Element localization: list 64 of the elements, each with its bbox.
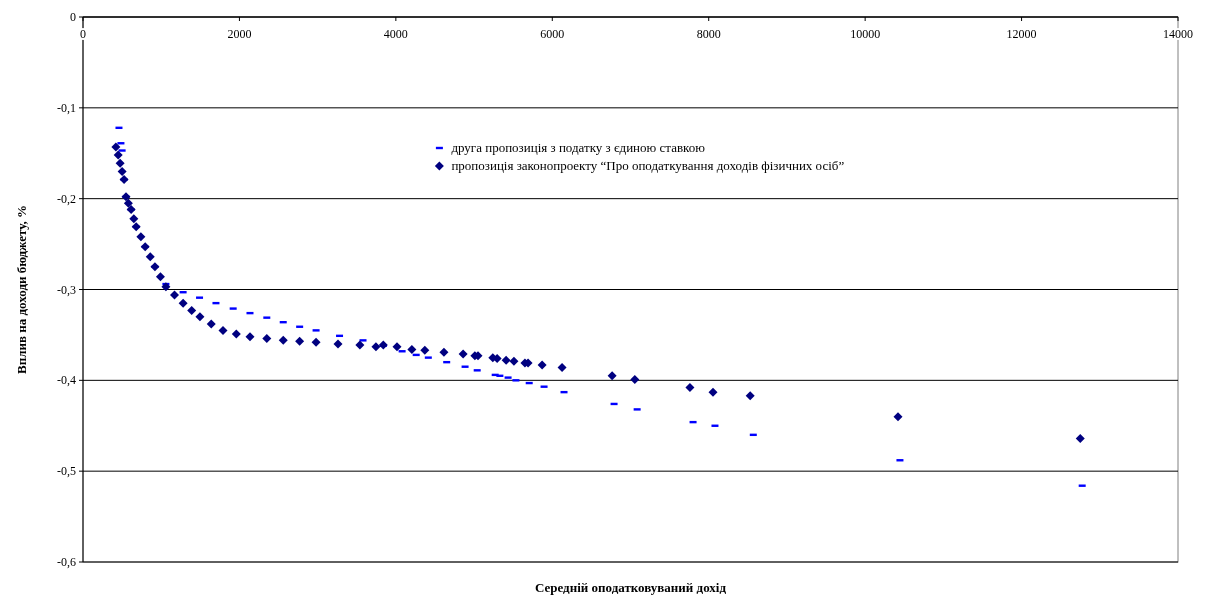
x-axis-title: Середній оподатковуваний дохід <box>534 580 727 595</box>
legend-label: пропозиція законопроекту “Про оподаткування доходів фізичних осіб” <box>451 158 845 173</box>
x-tick-label: 12000 <box>1006 27 1037 41</box>
point <box>195 312 205 322</box>
x-tick-label: 8000 <box>696 27 721 41</box>
point <box>333 339 343 349</box>
x-tick-label: 10000 <box>850 27 881 41</box>
point <box>218 325 228 335</box>
point <box>501 355 511 365</box>
x-tick-label: 6000 <box>540 27 565 41</box>
point <box>140 242 150 252</box>
legend-label: друга пропозиція з податку з єдиною ставкою <box>451 140 706 155</box>
point <box>378 340 388 350</box>
point <box>439 347 449 357</box>
point <box>155 272 165 282</box>
point <box>115 158 125 168</box>
point <box>685 383 695 393</box>
point <box>245 332 255 342</box>
point <box>311 337 321 347</box>
point <box>178 298 188 308</box>
x-tick-label: 4000 <box>383 27 408 41</box>
point <box>420 345 430 355</box>
point <box>126 205 136 215</box>
point <box>509 356 519 366</box>
x-tick-label: 2000 <box>227 27 252 41</box>
point <box>262 334 272 344</box>
point <box>537 360 547 370</box>
y-tick-label: -0,4 <box>57 373 76 388</box>
point <box>145 252 155 262</box>
point <box>231 329 241 339</box>
point <box>355 340 365 350</box>
point <box>129 214 139 224</box>
point <box>392 342 402 352</box>
point <box>1075 433 1085 443</box>
y-tick-label: -0,6 <box>57 555 76 569</box>
point <box>458 349 468 359</box>
point <box>150 262 160 272</box>
x-tick-label: 14000 <box>1163 27 1193 41</box>
point <box>119 175 129 185</box>
point <box>708 387 718 397</box>
point <box>136 232 146 242</box>
y-tick-label: -0,1 <box>57 100 76 115</box>
point <box>123 198 133 208</box>
point <box>187 305 197 315</box>
point <box>161 282 171 292</box>
y-tick-label: -0,5 <box>57 464 76 479</box>
y-axis-title: Вплив на доходи бюджету, % <box>14 205 29 374</box>
point <box>607 371 617 381</box>
point <box>206 319 216 329</box>
point <box>295 336 305 346</box>
point <box>893 412 903 422</box>
point <box>371 342 381 352</box>
point <box>630 374 640 384</box>
point <box>117 166 127 176</box>
point <box>407 344 417 354</box>
y-tick-label: -0,3 <box>57 282 76 297</box>
point <box>111 142 121 152</box>
y-tick-label: 0 <box>70 10 76 24</box>
point <box>745 391 755 401</box>
point <box>113 150 123 160</box>
point <box>278 335 288 345</box>
point <box>170 290 180 300</box>
point <box>557 363 567 373</box>
y-tick-label: -0,2 <box>57 191 76 206</box>
